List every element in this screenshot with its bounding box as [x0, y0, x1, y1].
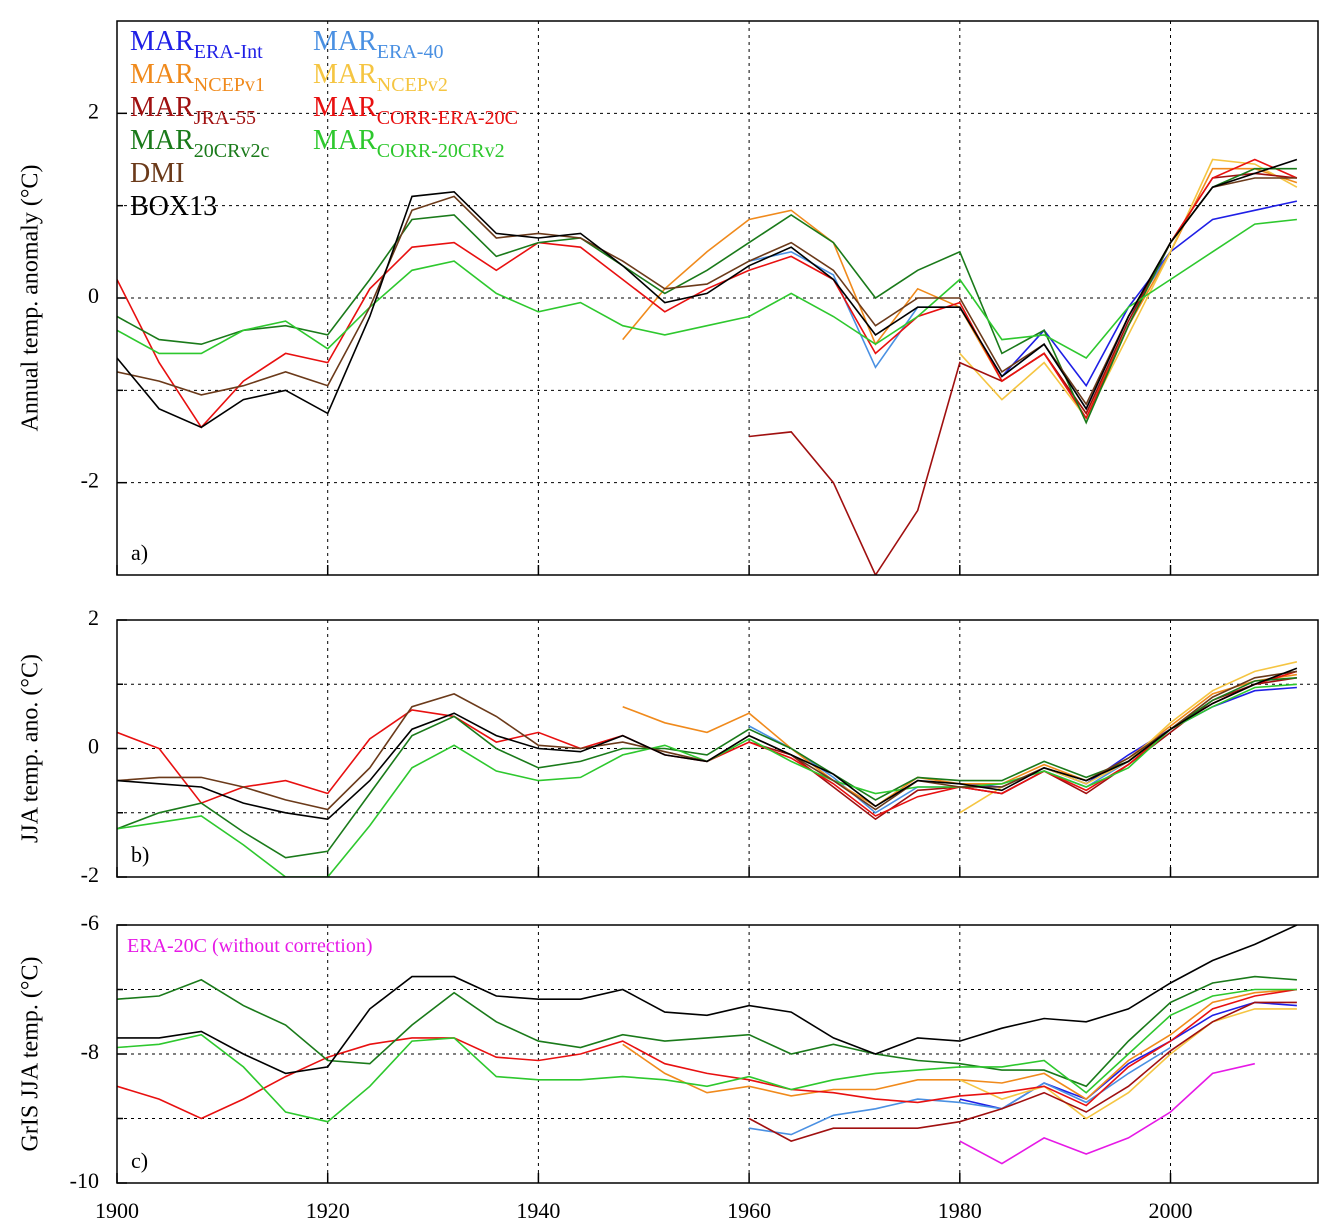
y-tick-label: -2	[81, 862, 99, 887]
legend-subscript: NCEPv2	[377, 74, 448, 96]
legend-entry: MARERA-40	[313, 26, 443, 62]
series-line	[117, 158, 1298, 429]
legend-entry: ERA-20C (without correction)	[127, 935, 373, 957]
y-tick-label: 0	[88, 283, 99, 308]
panel: -2 0 2 JJA temp. ano. (°C) b)	[18, 605, 1319, 887]
x-tick-label: 2000	[1149, 1198, 1193, 1223]
panel-label: a)	[131, 540, 148, 565]
series-line	[117, 158, 1298, 429]
series-line	[117, 683, 1297, 877]
x-tick-label: 1900	[95, 1198, 139, 1223]
series-line	[959, 686, 1297, 788]
legend-subscript: ERA-40	[377, 41, 444, 63]
legend-name: BOX13	[130, 191, 217, 222]
series-line	[117, 167, 1297, 425]
y-tick-label: -8	[81, 1039, 99, 1064]
legend-subscript: CORR-20CRv2	[377, 140, 505, 162]
legend-entry: MARNCEPv1	[130, 59, 265, 95]
series-line	[117, 988, 1297, 1123]
legend-subscript: JRA-55	[194, 107, 256, 129]
legend-entry: MARCORR-20CRv2	[313, 125, 505, 161]
series-line	[117, 667, 1298, 821]
x-tick-label: 1920	[306, 1198, 350, 1223]
series-line	[959, 1008, 1297, 1120]
legend-name: MAR	[130, 125, 194, 156]
panel-label: b)	[131, 842, 149, 867]
y-tick-label: 0	[88, 734, 99, 759]
y-tick-label: -6	[81, 910, 99, 935]
legend-subscript: ERA-Int	[194, 41, 263, 63]
legend-name: MAR	[313, 125, 377, 156]
series-line	[117, 975, 1297, 1088]
y-tick-label: -2	[81, 468, 99, 493]
legend-name: DMI	[130, 158, 184, 189]
series-line	[117, 177, 1297, 406]
y-axis-label: Annual temp. anomaly (°C)	[18, 165, 44, 432]
series-line	[959, 1062, 1255, 1165]
legend-entry: MARJRA-55	[130, 92, 256, 128]
y-tick-label: 2	[88, 98, 99, 123]
plot-frame	[116, 20, 1319, 576]
series-line	[749, 172, 1297, 575]
legend-entry: BOX13	[130, 191, 217, 222]
legend-name: MAR	[130, 92, 194, 123]
legend-name: MAR	[130, 26, 194, 57]
series-line	[117, 925, 1298, 1075]
legend-name: MAR	[130, 59, 194, 90]
x-tick-label: 1940	[516, 1198, 560, 1223]
legend-name: ERA-20C (without correction)	[127, 935, 373, 957]
panel-label: c)	[131, 1148, 148, 1173]
plot-frame	[116, 924, 1319, 1184]
series-line	[748, 1001, 1297, 1142]
legend-entry: MAR20CRv2c	[130, 125, 269, 161]
legend-subscript: 20CRv2c	[194, 140, 270, 162]
series-line	[117, 670, 1298, 817]
y-axis-label: GrIS JJA temp. (°C)	[18, 957, 44, 1152]
legend-subscript: NCEPv1	[194, 74, 265, 96]
legend-entry: MARERA-Int	[130, 26, 263, 62]
legend-entry: MARCORR-ERA-20C	[313, 92, 518, 128]
plot-frame	[116, 619, 1319, 878]
series-line	[117, 677, 1297, 859]
x-tick-label: 1960	[727, 1198, 771, 1223]
x-tick-label: 1980	[938, 1198, 982, 1223]
y-axis-label: JJA temp. ano. (°C)	[18, 654, 44, 843]
series-line	[117, 670, 1298, 811]
legend-subscript: CORR-ERA-20C	[377, 107, 518, 129]
y-tick-label: -10	[70, 1168, 99, 1193]
panel: 1900 1920 1940 1960 1980 2000 -10 -8 -6 GrIS JJA …	[18, 910, 1319, 1223]
y-tick-label: 2	[88, 605, 99, 630]
legend-name: MAR	[313, 26, 377, 57]
series-line	[117, 988, 1298, 1120]
legend-name: MAR	[313, 59, 377, 90]
series-line	[959, 158, 1298, 420]
legend-name: MAR	[313, 92, 377, 123]
legend-entry: MARNCEPv2	[313, 59, 448, 95]
series-line	[117, 218, 1297, 360]
legend-entry: DMI	[130, 158, 184, 189]
